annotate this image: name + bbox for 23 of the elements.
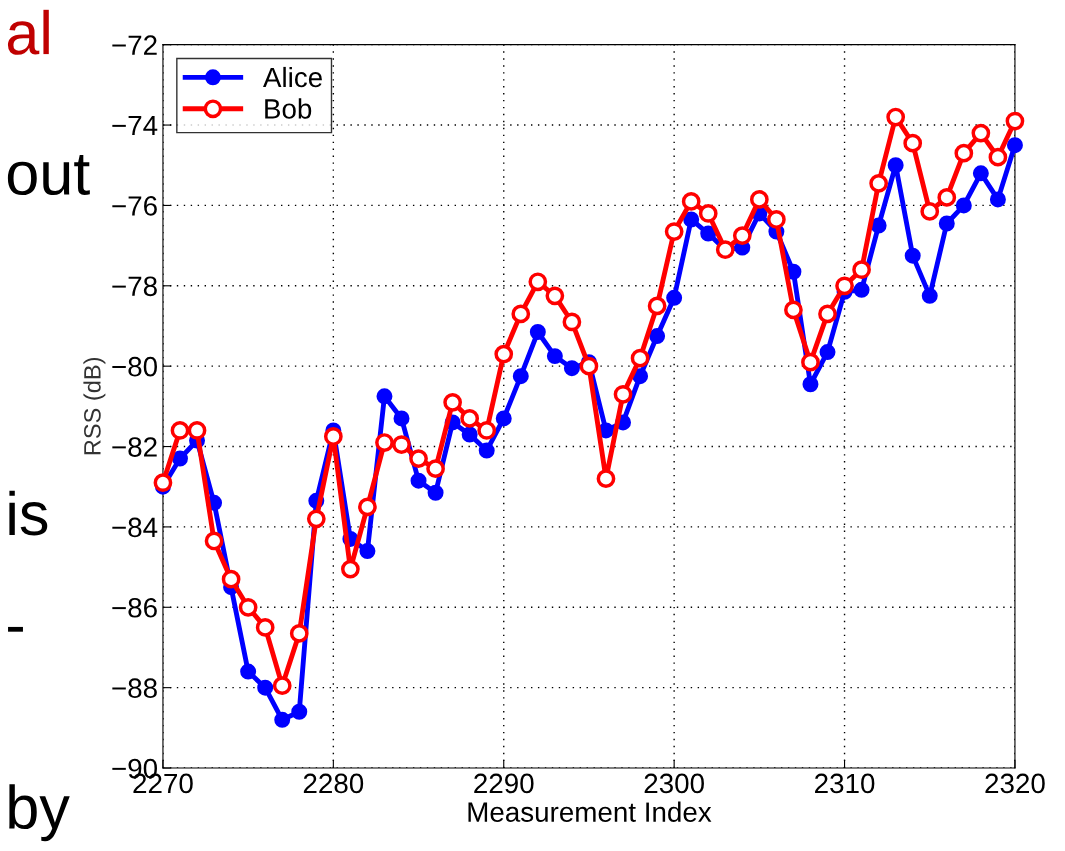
x-tick-label: 2320 (985, 773, 1045, 794)
y-axis-title: RSS (dB) (83, 357, 106, 455)
x-axis-title: Measurement Index (468, 801, 712, 822)
y-tick-label: −88 (112, 678, 157, 698)
x-tick-label: 2310 (815, 773, 875, 794)
y-tick-label: −86 (112, 597, 157, 618)
y-tick-label: −82 (112, 437, 157, 457)
y-tick-label: −84 (112, 517, 158, 538)
y-tick-label: −74 (112, 116, 158, 136)
y-tick-label: −78 (112, 276, 157, 297)
y-tick-label: −72 (112, 35, 157, 55)
text: - (8, 626, 23, 632)
y-tick-label: −80 (112, 356, 157, 377)
legend-label: Bob (265, 98, 312, 119)
text: by (9, 784, 70, 842)
x-tick-label: 2290 (474, 773, 534, 794)
text: al (7, 9, 49, 55)
text: out (7, 155, 90, 196)
x-tick-label: 2280 (303, 773, 364, 794)
legend-label: Alice (263, 66, 322, 88)
y-tick-label: −76 (112, 196, 157, 216)
x-tick-label: 2300 (644, 773, 704, 794)
text: is (9, 490, 48, 536)
